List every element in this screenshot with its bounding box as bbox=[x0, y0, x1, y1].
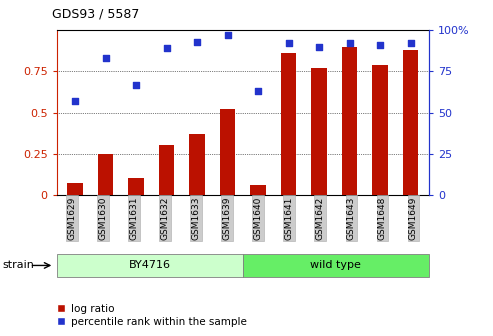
Bar bbox=[128, 178, 143, 195]
Text: GSM1633: GSM1633 bbox=[192, 197, 201, 240]
Bar bbox=[98, 154, 113, 195]
Text: BY4716: BY4716 bbox=[129, 260, 171, 270]
Text: GSM1629: GSM1629 bbox=[68, 197, 77, 240]
Point bbox=[224, 33, 232, 38]
Text: GSM1649: GSM1649 bbox=[409, 197, 418, 240]
Legend: log ratio, percentile rank within the sample: log ratio, percentile rank within the sa… bbox=[52, 299, 251, 331]
Bar bbox=[220, 109, 235, 195]
Bar bbox=[312, 68, 327, 195]
Bar bbox=[403, 50, 418, 195]
Bar bbox=[281, 53, 296, 195]
Point bbox=[284, 41, 292, 46]
Text: GSM1642: GSM1642 bbox=[316, 197, 325, 240]
Point bbox=[315, 44, 323, 49]
Point bbox=[254, 88, 262, 94]
Bar bbox=[342, 47, 357, 195]
Text: GDS93 / 5587: GDS93 / 5587 bbox=[52, 7, 139, 20]
Point bbox=[193, 39, 201, 44]
Point bbox=[132, 82, 140, 87]
Point bbox=[71, 98, 79, 104]
Text: GSM1640: GSM1640 bbox=[254, 197, 263, 240]
Text: GSM1630: GSM1630 bbox=[99, 197, 108, 240]
Point bbox=[163, 46, 171, 51]
Text: GSM1648: GSM1648 bbox=[378, 197, 387, 240]
Text: GSM1641: GSM1641 bbox=[285, 197, 294, 240]
Text: wild type: wild type bbox=[311, 260, 361, 270]
Text: GSM1639: GSM1639 bbox=[223, 197, 232, 240]
Point bbox=[346, 41, 353, 46]
Text: GSM1643: GSM1643 bbox=[347, 197, 356, 240]
Text: GSM1632: GSM1632 bbox=[161, 197, 170, 240]
Point bbox=[407, 41, 415, 46]
Bar bbox=[189, 134, 205, 195]
Text: strain: strain bbox=[2, 260, 35, 270]
Point bbox=[376, 42, 384, 48]
Bar bbox=[373, 65, 387, 195]
Point bbox=[102, 55, 109, 61]
Bar bbox=[159, 145, 174, 195]
Bar bbox=[250, 185, 266, 195]
Bar bbox=[68, 183, 83, 195]
Text: GSM1631: GSM1631 bbox=[130, 197, 139, 240]
